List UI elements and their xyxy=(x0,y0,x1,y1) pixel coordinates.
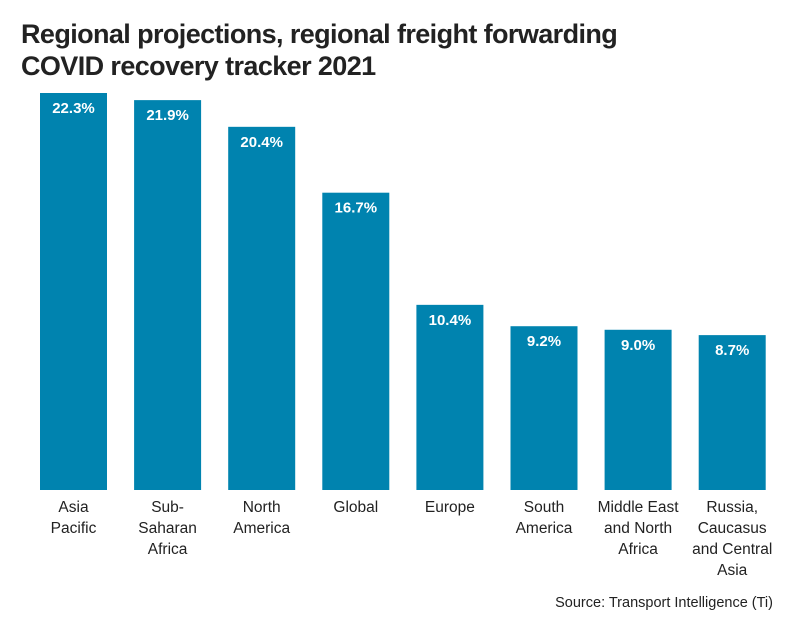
bar xyxy=(134,100,202,490)
data-label: 9.0% xyxy=(621,337,655,354)
bar xyxy=(604,329,672,490)
data-label: 20.4% xyxy=(240,134,283,151)
category-tick-label: America xyxy=(233,520,290,537)
source-note: Source: Transport Intelligence (Ti) xyxy=(555,595,773,611)
category-tick-label: Global xyxy=(333,499,378,516)
category-tick-label: Russia, xyxy=(706,499,758,516)
bar-group: 10.4% Europe xyxy=(416,304,484,516)
chart-title: Regional projections, regional freight f… xyxy=(21,18,618,82)
category-tick-label: Middle East xyxy=(598,499,680,516)
bar-group: 21.9% Sub- Saharan Africa xyxy=(134,100,202,558)
category-tick-label: Sub- xyxy=(151,499,184,516)
category-tick-label: Asia xyxy=(58,499,89,516)
category-tick-label: Africa xyxy=(148,541,188,558)
category-tick-label: Asia xyxy=(717,562,748,579)
bar-group: 9.0% Middle East and North Africa xyxy=(598,329,680,558)
category-tick-label: Europe xyxy=(425,499,475,516)
bar xyxy=(510,326,578,490)
bar xyxy=(698,335,766,490)
bar-group: 9.2% South America xyxy=(510,326,578,537)
bar xyxy=(40,93,107,490)
bar-group: 20.4% North America xyxy=(228,126,296,537)
category-tick-label: America xyxy=(516,520,573,537)
bar-group: 16.7% Global xyxy=(322,192,390,516)
data-label: 16.7% xyxy=(335,200,378,217)
category-tick-label: North xyxy=(243,499,281,516)
bar xyxy=(228,126,296,491)
category-tick-label: Saharan xyxy=(138,520,197,537)
bar-group: 22.3% Asia Pacific xyxy=(40,93,107,537)
data-label: 22.3% xyxy=(52,100,95,117)
bar xyxy=(322,192,390,490)
category-tick-label: and Central xyxy=(692,541,772,558)
bar xyxy=(416,304,484,490)
data-label: 21.9% xyxy=(146,107,189,124)
bar-group: 8.7% Russia, Caucasus and Central Asia xyxy=(692,335,772,579)
category-tick-label: South xyxy=(524,499,565,516)
chart-title-line-2: COVID recovery tracker 2021 xyxy=(21,51,376,81)
category-tick-label: Pacific xyxy=(51,520,97,537)
category-tick-label: Caucasus xyxy=(698,520,767,537)
category-tick-label: Africa xyxy=(618,541,658,558)
data-label: 10.4% xyxy=(429,312,472,329)
data-label: 8.7% xyxy=(715,342,749,359)
category-tick-label: and North xyxy=(604,520,672,537)
data-label: 9.2% xyxy=(527,333,561,350)
chart-title-line-1: Regional projections, regional freight f… xyxy=(21,19,618,49)
